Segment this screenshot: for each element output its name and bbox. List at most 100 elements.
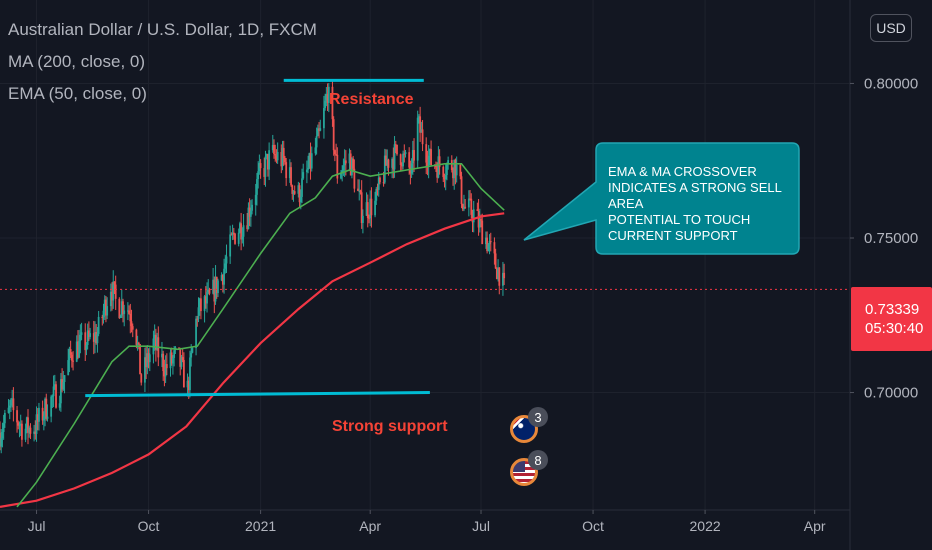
candle-body — [242, 225, 245, 237]
candle-body — [161, 353, 163, 358]
candle-body — [411, 150, 414, 164]
y-tick-label: 0.75000 — [864, 230, 918, 247]
symbol-title[interactable]: Australian Dollar / U.S. Dollar, 1D, FXC… — [8, 20, 317, 39]
candle-body — [123, 310, 126, 314]
candle-body — [383, 155, 386, 183]
candle-body — [44, 398, 46, 417]
candle-body — [114, 284, 117, 299]
candle-body — [267, 154, 269, 170]
currency-button[interactable]: USD — [870, 14, 912, 42]
candle-body — [426, 162, 429, 167]
time-axis: Jul Oct 2021 Apr Jul Oct 2022 Apr — [28, 510, 826, 534]
candle-body — [268, 150, 271, 170]
candle-body — [179, 347, 182, 367]
candle-body — [476, 209, 479, 211]
event-marker-australia[interactable]: 3 — [510, 407, 548, 443]
candle-body — [503, 272, 506, 279]
candle-body — [418, 116, 420, 118]
candle-body — [470, 198, 473, 215]
candle-body — [131, 326, 134, 330]
candle-body — [153, 334, 156, 339]
candle-body — [351, 158, 353, 176]
candle-body — [428, 149, 431, 156]
candle-body — [16, 410, 18, 423]
candle-body — [207, 289, 210, 293]
callout-text: EMA & MA CROSSOVER INDICATES A STRONG SE… — [608, 164, 782, 243]
last-price-tag: 0.73339 05:30:40 — [851, 287, 932, 351]
candle-body — [493, 242, 496, 254]
event-marker-us[interactable]: 8 — [510, 450, 548, 486]
x-tick-label: Jul — [28, 518, 46, 534]
ema-indicator-label[interactable]: EMA (50, close, 0) — [8, 84, 147, 103]
candle-body — [360, 192, 363, 224]
candle-body — [443, 177, 446, 180]
candle-body — [370, 198, 373, 216]
resistance-label[interactable]: Resistance — [329, 91, 414, 108]
candle-body — [50, 396, 53, 417]
candle-body — [206, 292, 208, 304]
candle-body — [96, 333, 99, 344]
candle-body — [318, 128, 320, 131]
candle-body — [59, 379, 62, 404]
candle-body — [297, 185, 300, 194]
candle-body — [94, 331, 96, 342]
callout-box[interactable] — [523, 142, 800, 255]
candle-body — [299, 196, 302, 203]
candle-body — [0, 438, 3, 447]
price-axis: 0.70000 0.75000 0.80000 — [850, 75, 918, 402]
candle-body — [148, 354, 151, 363]
candle-body — [436, 167, 439, 178]
candle-body — [265, 154, 268, 157]
candle-body — [369, 198, 372, 219]
bar-countdown: 05:30:40 — [865, 320, 924, 337]
ma-indicator-label[interactable]: MA (200, close, 0) — [8, 52, 146, 71]
candle-body — [25, 417, 28, 429]
candle-body — [404, 152, 407, 155]
support-line[interactable] — [85, 391, 430, 398]
candle-body — [38, 407, 40, 422]
candle-body — [461, 204, 464, 210]
candle-body — [53, 384, 56, 387]
candle-body — [413, 150, 415, 161]
candle-body — [391, 158, 394, 168]
support-label[interactable]: Strong support — [332, 418, 448, 435]
candle-body — [92, 333, 95, 342]
candle-body — [238, 223, 241, 233]
candle-body — [263, 168, 266, 177]
candle-body — [18, 425, 21, 427]
x-tick-label: Oct — [138, 518, 160, 534]
candle-body — [62, 382, 65, 390]
candle-body — [46, 416, 49, 419]
candle-body — [72, 360, 74, 362]
candle-body — [275, 155, 278, 161]
candle-body — [502, 272, 504, 286]
candle-body — [204, 296, 207, 304]
candle-body — [35, 414, 38, 434]
candle-body — [309, 153, 312, 169]
candle-body — [333, 150, 336, 155]
candle-body — [385, 155, 387, 166]
candle-body — [487, 244, 490, 252]
candle-body — [374, 200, 376, 216]
candle-body — [392, 158, 395, 170]
candle-body — [147, 353, 150, 363]
candle-body — [280, 151, 283, 167]
candle-body — [181, 357, 184, 361]
candle-body — [366, 202, 369, 219]
candle-body — [478, 219, 481, 228]
candle-body — [310, 153, 313, 169]
y-tick-label: 0.80000 — [864, 75, 918, 92]
candle-body — [128, 310, 130, 314]
x-tick-label: Apr — [359, 518, 381, 534]
candle-body — [254, 194, 257, 205]
candle-body — [182, 360, 185, 388]
candle-body — [477, 210, 480, 228]
candle-body — [427, 155, 430, 167]
candle-body — [230, 234, 233, 236]
ma-200-line — [0, 212, 505, 508]
candle-body — [454, 159, 457, 176]
candle-body — [122, 301, 124, 314]
candle-body — [11, 398, 14, 400]
candle-body — [447, 160, 450, 165]
